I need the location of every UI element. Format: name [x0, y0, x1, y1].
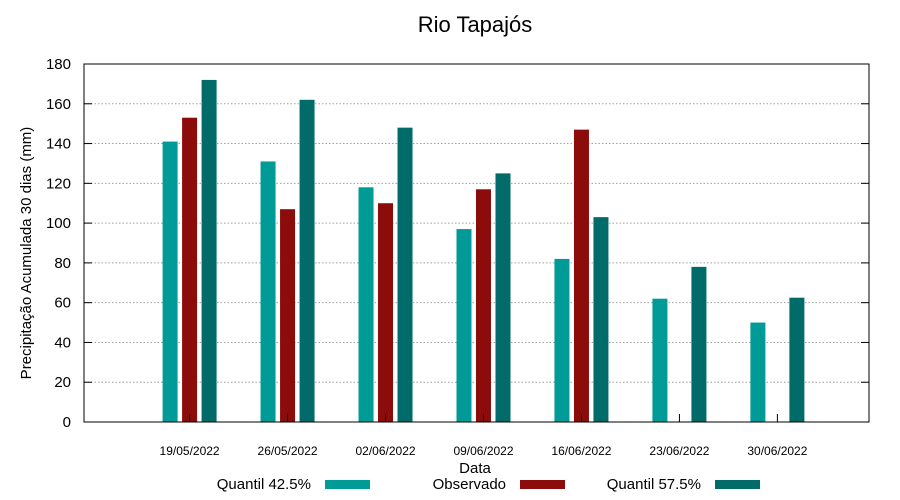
ytick-label-60: 60 — [54, 295, 71, 312]
ytick-label-180: 180 — [46, 56, 71, 73]
bar-quantil-42-5--6 — [750, 322, 766, 422]
legend-swatch-2 — [715, 480, 760, 489]
ytick-label-20: 20 — [54, 374, 71, 391]
chart-title: Rio Tapajós — [418, 12, 533, 37]
ytick-label-160: 160 — [46, 96, 71, 113]
xtick-label-6: 30/06/2022 — [747, 444, 807, 458]
tick-layer: 0 20 40 60 80 100 120 140 160 180 19/05/2022 26/05/… — [46, 56, 869, 458]
ytick-label-80: 80 — [54, 255, 71, 272]
bar-observado-2 — [378, 203, 394, 422]
ytick-label-0: 0 — [63, 414, 71, 431]
ytick-label-120: 120 — [46, 175, 71, 192]
bar-observado-4 — [573, 129, 589, 422]
bar-quantil-57-5--3 — [495, 173, 511, 422]
xtick-label-4: 16/06/2022 — [551, 444, 611, 458]
bar-quantil-57-5--2 — [397, 127, 413, 423]
bar-quantil-42-5--1 — [260, 161, 276, 422]
legend-swatch-0 — [325, 480, 370, 489]
legend-label-1: Observado — [433, 476, 506, 493]
legend: Quantil 42.5% Observado Quantil 57.5% — [217, 476, 760, 493]
plot-frame — [83, 63, 870, 423]
ytick-label-140: 140 — [46, 136, 71, 153]
legend-swatch-1 — [520, 480, 565, 489]
bar-observado-0 — [182, 117, 198, 422]
x-axis-label: Data — [459, 460, 491, 477]
bar-quantil-57-5--1 — [299, 99, 315, 423]
legend-label-2: Quantil 57.5% — [607, 476, 701, 493]
xtick-label-5: 23/06/2022 — [649, 444, 709, 458]
bar-quantil-42-5--3 — [456, 229, 472, 422]
bar-observado-3 — [475, 189, 491, 422]
y-axis-label: Precipitação Acumulada 30 dias (mm) — [18, 127, 35, 380]
bar-quantil-57-5--4 — [593, 217, 609, 422]
bar-quantil-42-5--4 — [554, 258, 570, 422]
bar-quantil-57-5--6 — [789, 297, 805, 422]
xtick-label-3: 09/06/2022 — [453, 444, 513, 458]
ytick-label-100: 100 — [46, 215, 71, 232]
legend-label-0: Quantil 42.5% — [217, 476, 311, 493]
bar-quantil-42-5--5 — [652, 298, 668, 422]
ytick-label-40: 40 — [54, 334, 71, 351]
bar-quantil-42-5--0 — [162, 141, 178, 423]
xtick-label-0: 19/05/2022 — [160, 444, 220, 458]
bar-quantil-42-5--2 — [358, 187, 374, 422]
bar-quantil-57-5--0 — [201, 79, 217, 423]
xtick-label-1: 26/05/2022 — [258, 444, 318, 458]
bar-observado-1 — [280, 209, 296, 422]
bar-quantil-57-5--5 — [691, 266, 707, 422]
bar-layer — [162, 79, 805, 423]
xtick-label-2: 02/06/2022 — [355, 444, 415, 458]
